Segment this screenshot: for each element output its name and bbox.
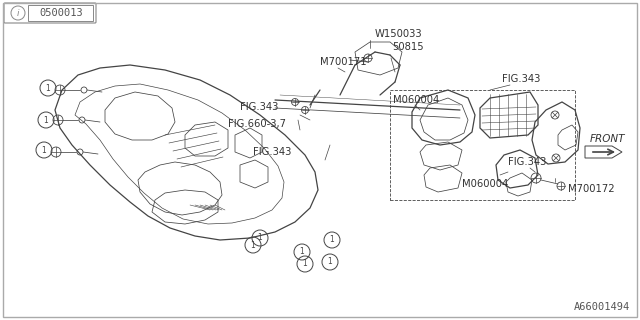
Text: 1: 1 [44,116,49,124]
Text: FIG.660-3,7: FIG.660-3,7 [228,119,286,129]
Text: A66001494: A66001494 [573,302,630,312]
Text: FRONT: FRONT [590,134,625,144]
Text: 1: 1 [42,146,46,155]
Text: 1: 1 [258,234,262,243]
Text: M060004: M060004 [393,95,439,105]
Text: 50815: 50815 [392,42,424,52]
Text: W150033: W150033 [375,29,422,39]
Text: i: i [17,9,19,18]
Text: 0500013: 0500013 [39,8,83,18]
Text: 1: 1 [328,258,332,267]
Text: 1: 1 [251,241,255,250]
Text: 1: 1 [330,236,334,244]
Text: M060004: M060004 [462,179,508,189]
Text: FIG.343: FIG.343 [253,147,291,157]
Text: FIG.343: FIG.343 [508,157,547,167]
Text: 1: 1 [303,260,307,268]
Text: 1: 1 [45,84,51,92]
Text: M700171: M700171 [320,57,367,67]
Text: FIG.343: FIG.343 [502,74,540,84]
Text: 1: 1 [300,247,305,257]
Bar [28,5,93,21]
Bar [390,90,575,200]
Text: FIG.343: FIG.343 [240,102,278,112]
Text: M700172: M700172 [568,184,614,194]
